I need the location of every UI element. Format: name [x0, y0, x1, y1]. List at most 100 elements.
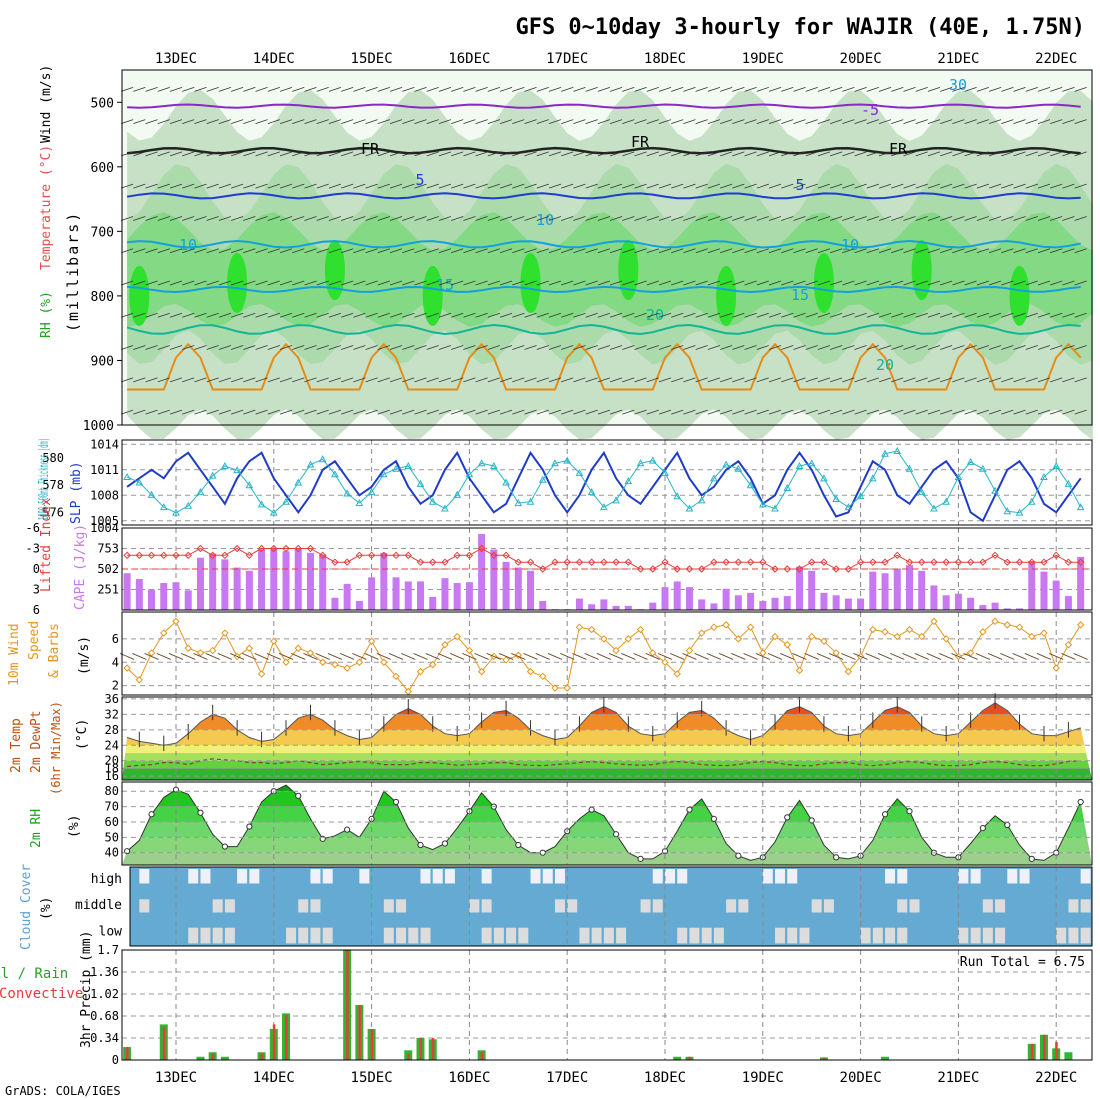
wind-barb	[622, 280, 635, 286]
temperature-contour	[127, 239, 1081, 249]
rh-tick-label: 80	[105, 784, 119, 798]
wind-barb	[230, 183, 244, 189]
wind-barb	[695, 377, 708, 383]
wind-barb	[805, 312, 818, 318]
wind-barb	[573, 151, 586, 157]
wind-barb	[512, 183, 525, 189]
wind-barb	[168, 653, 184, 660]
wind-barb	[487, 151, 500, 157]
thickness-marker	[661, 468, 669, 476]
thickness-marker	[673, 492, 682, 500]
cloud-high-cell	[322, 869, 333, 884]
wind-barb	[499, 377, 513, 383]
wind-barb	[133, 312, 146, 318]
wind-barb	[267, 86, 280, 92]
wind-barb	[756, 151, 769, 157]
li-marker	[563, 558, 571, 566]
wind-barb	[719, 151, 733, 157]
wind-barb	[719, 409, 733, 415]
rh-frame	[121, 781, 1093, 866]
wind-barb	[817, 119, 831, 125]
rh2m-label-b: (%)	[67, 815, 82, 838]
thickness-marker	[783, 483, 792, 491]
wind-barb	[1025, 345, 1038, 350]
wind-barb	[1001, 183, 1014, 189]
wind-barb	[744, 119, 757, 125]
wind-barb	[622, 183, 635, 189]
wind-barb	[584, 653, 599, 660]
wind-barb	[524, 183, 537, 189]
wind-barb	[830, 216, 843, 221]
wind-barb	[988, 312, 1002, 318]
date-label-top: 22DEC	[1035, 51, 1077, 67]
wind-barb	[719, 312, 733, 318]
wind-barb	[182, 86, 195, 92]
wind-barb	[524, 377, 537, 383]
top-date-axis: 13DEC 14DEC 15DEC 16DEC 17DEC 18DEC 19DEC 20DEC…	[155, 51, 1077, 67]
wind-barb	[781, 183, 794, 189]
contour-label: FR	[889, 140, 908, 158]
cloud-mid-cell	[640, 899, 651, 913]
thickness-marker	[722, 460, 730, 468]
cloud-mid-cell	[212, 899, 223, 913]
cape-bar	[221, 559, 229, 610]
li-marker	[306, 544, 315, 553]
wind-barb	[878, 86, 892, 92]
wind-barb	[817, 151, 831, 157]
wind-barb	[292, 377, 305, 383]
thickness-marker	[1015, 508, 1024, 516]
li-marker	[979, 558, 987, 566]
wind-barb	[353, 183, 366, 189]
wind-barb	[182, 377, 195, 383]
thickness-marker	[648, 456, 657, 464]
wind-barb	[903, 151, 916, 157]
cloud-mid-cell	[1068, 899, 1079, 913]
wind-barb	[402, 409, 415, 415]
wind-barb	[903, 280, 916, 286]
rh-high-blob	[618, 240, 639, 301]
wind-marker	[893, 632, 901, 641]
wind-barb	[328, 151, 342, 157]
wind-barb	[438, 345, 452, 350]
wind-barb	[561, 119, 574, 125]
wind-marker	[1028, 632, 1036, 641]
wind-barb	[536, 377, 549, 383]
wind-barb	[267, 312, 280, 318]
wind-barb	[120, 377, 134, 383]
cape-bar	[869, 571, 877, 610]
wind-barb	[243, 312, 256, 318]
wind-barb	[1062, 183, 1075, 189]
wind-barb	[328, 183, 342, 189]
wind-barb	[854, 312, 867, 318]
wind-barb	[475, 280, 488, 286]
wind-barb	[964, 216, 977, 221]
wind-barb	[292, 409, 305, 415]
wind-barb	[498, 653, 514, 660]
wind-barb	[964, 312, 977, 318]
wind-barb	[426, 119, 439, 125]
li-marker	[844, 565, 853, 573]
wind-barb	[976, 377, 989, 383]
thickness-marker	[428, 497, 437, 505]
wind-barb	[475, 377, 488, 383]
wind-barb	[487, 183, 500, 189]
rh-tick-label: 40	[105, 846, 119, 860]
wind-barb	[243, 86, 256, 92]
date-label-top: 17DEC	[546, 51, 588, 67]
contour-label: FR	[361, 140, 380, 158]
wind-barb	[964, 409, 977, 415]
date-label-top: 14DEC	[253, 51, 295, 67]
wind-marker	[282, 658, 290, 666]
wind-barb	[182, 409, 195, 415]
wind-barb	[597, 86, 611, 92]
cloud-mid-cell	[396, 899, 407, 913]
wind-barb	[304, 248, 317, 254]
wind-barb	[255, 280, 268, 286]
wind-barb	[658, 151, 672, 157]
wind-barb	[145, 280, 158, 286]
cape-bar	[918, 570, 926, 610]
precip-total-bar	[881, 1056, 890, 1060]
cloud-low-cell	[298, 927, 309, 944]
wind-barb	[707, 377, 721, 383]
cape-tick-label: 753	[97, 542, 119, 556]
